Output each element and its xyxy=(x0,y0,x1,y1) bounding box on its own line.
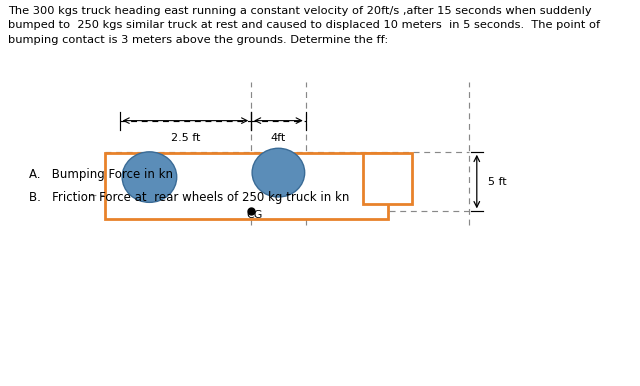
Bar xyxy=(105,153,388,219)
Text: CG: CG xyxy=(246,210,262,220)
Text: 4ft: 4ft xyxy=(271,132,286,142)
Ellipse shape xyxy=(122,152,177,202)
Ellipse shape xyxy=(252,148,305,197)
Text: 2.5 ft: 2.5 ft xyxy=(171,132,200,142)
Text: B.   Friction Force at  rear wheels of 250 kg truck in kn: B. Friction Force at rear wheels of 250 … xyxy=(29,191,349,204)
Text: A.   Bumping Force in kn: A. Bumping Force in kn xyxy=(29,168,173,181)
Text: 5 ft: 5 ft xyxy=(488,176,506,186)
Bar xyxy=(363,153,412,204)
Text: The 300 kgs truck heading east running a constant velocity of 20ft/s ,after 15 s: The 300 kgs truck heading east running a… xyxy=(8,6,600,45)
